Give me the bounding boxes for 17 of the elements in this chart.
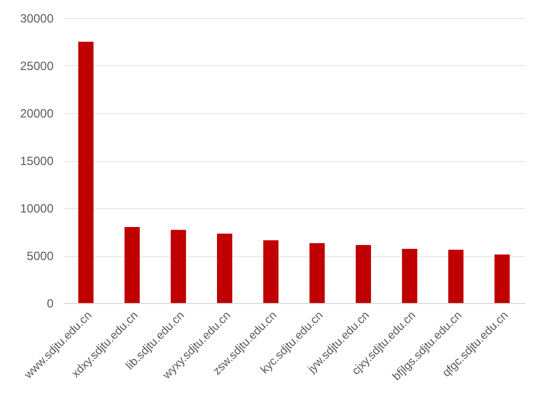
- y-tick-label: 0: [46, 296, 54, 310]
- bar: [309, 243, 325, 303]
- bar: [124, 227, 140, 303]
- y-tick-label: 5000: [26, 249, 54, 263]
- bar: [448, 250, 464, 303]
- bar: [494, 254, 510, 303]
- y-tick-label: 10000: [20, 202, 54, 216]
- bar: [78, 42, 94, 303]
- bar: [402, 248, 418, 303]
- y-tick-label: 30000: [20, 12, 54, 26]
- y-tick-label: 25000: [20, 59, 54, 73]
- y-tick-label: 15000: [20, 154, 54, 168]
- bar: [217, 234, 232, 303]
- bar: [356, 245, 371, 303]
- bar: [170, 230, 186, 303]
- y-tick-label: 20000: [20, 106, 54, 120]
- bar: [263, 240, 279, 303]
